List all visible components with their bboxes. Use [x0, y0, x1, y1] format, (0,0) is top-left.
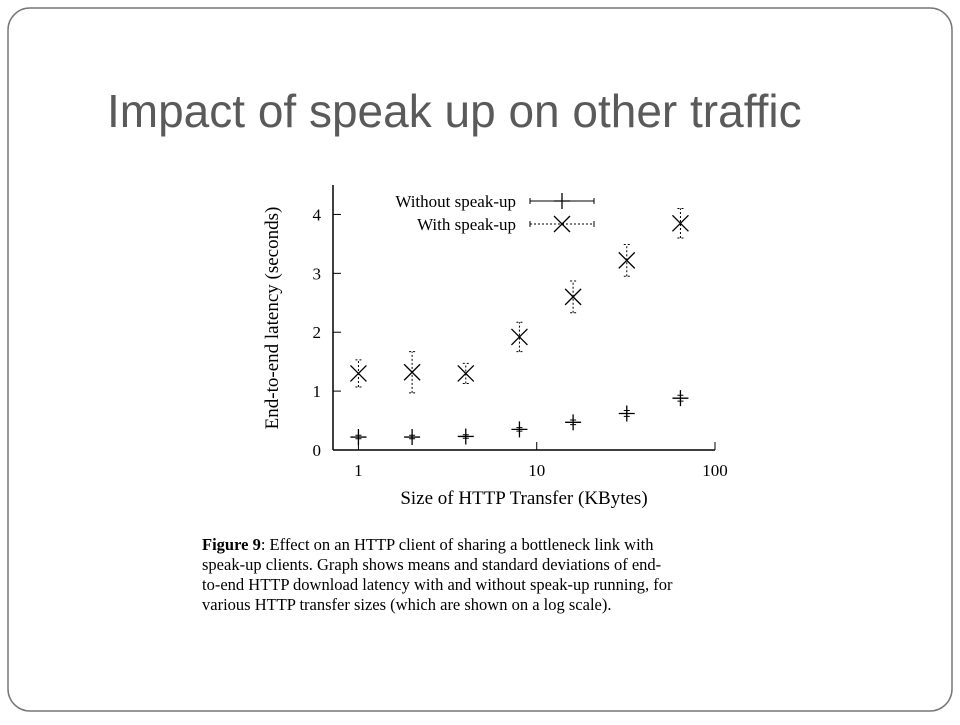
marker [618, 251, 636, 269]
x-tick-label: 1 [354, 461, 363, 480]
x-tick-label: 10 [528, 461, 545, 480]
caption-line: to-end HTTP download latency with and wi… [202, 575, 673, 594]
y-tick-label: 1 [313, 382, 322, 401]
caption-line: Figure 9: Effect on an HTTP client of sh… [202, 535, 654, 554]
marker [457, 364, 475, 382]
marker [671, 214, 689, 232]
y-tick-label: 0 [313, 441, 322, 460]
slide-frame [7, 7, 953, 712]
slide-title: Impact of speak up on other traffic [107, 85, 802, 137]
legend-cap [529, 221, 595, 227]
y-tick-label: 3 [313, 264, 322, 283]
x-axis-label: Size of HTTP Transfer (KBytes) [400, 488, 647, 509]
y-tick-label: 2 [313, 323, 322, 342]
caption-label: Figure 9 [202, 535, 261, 554]
caption-line: various HTTP transfer sizes (which are s… [202, 595, 611, 614]
error-bar [516, 321, 523, 353]
caption-text: : Effect on an HTTP client of sharing a … [261, 535, 654, 554]
legend-label: With speak-up [417, 215, 516, 234]
caption-line: speak-up clients. Graph shows means and … [202, 555, 661, 574]
marker [404, 429, 421, 446]
marker [554, 193, 570, 209]
error-bar [462, 362, 469, 384]
y-tick-label: 4 [313, 205, 322, 224]
marker [564, 288, 582, 306]
legend-cap [529, 198, 595, 204]
x-tick-label: 100 [702, 461, 728, 480]
marker [403, 363, 421, 381]
marker [672, 390, 689, 407]
error-bar [677, 208, 684, 239]
marker [457, 428, 474, 445]
marker [553, 215, 571, 233]
error-bar [570, 280, 577, 314]
marker [511, 421, 528, 438]
marker [350, 429, 367, 446]
legend-label: Without speak-up [395, 192, 516, 211]
error-bar [623, 243, 630, 277]
marker [618, 405, 635, 422]
chart: 0 1 2 3 4 1 10 100 Without speak-up With speak-up [313, 185, 728, 480]
marker [510, 328, 528, 346]
marker [565, 414, 582, 431]
y-axis-label: End-to-end latency (seconds) [262, 207, 283, 430]
marker [349, 364, 367, 382]
